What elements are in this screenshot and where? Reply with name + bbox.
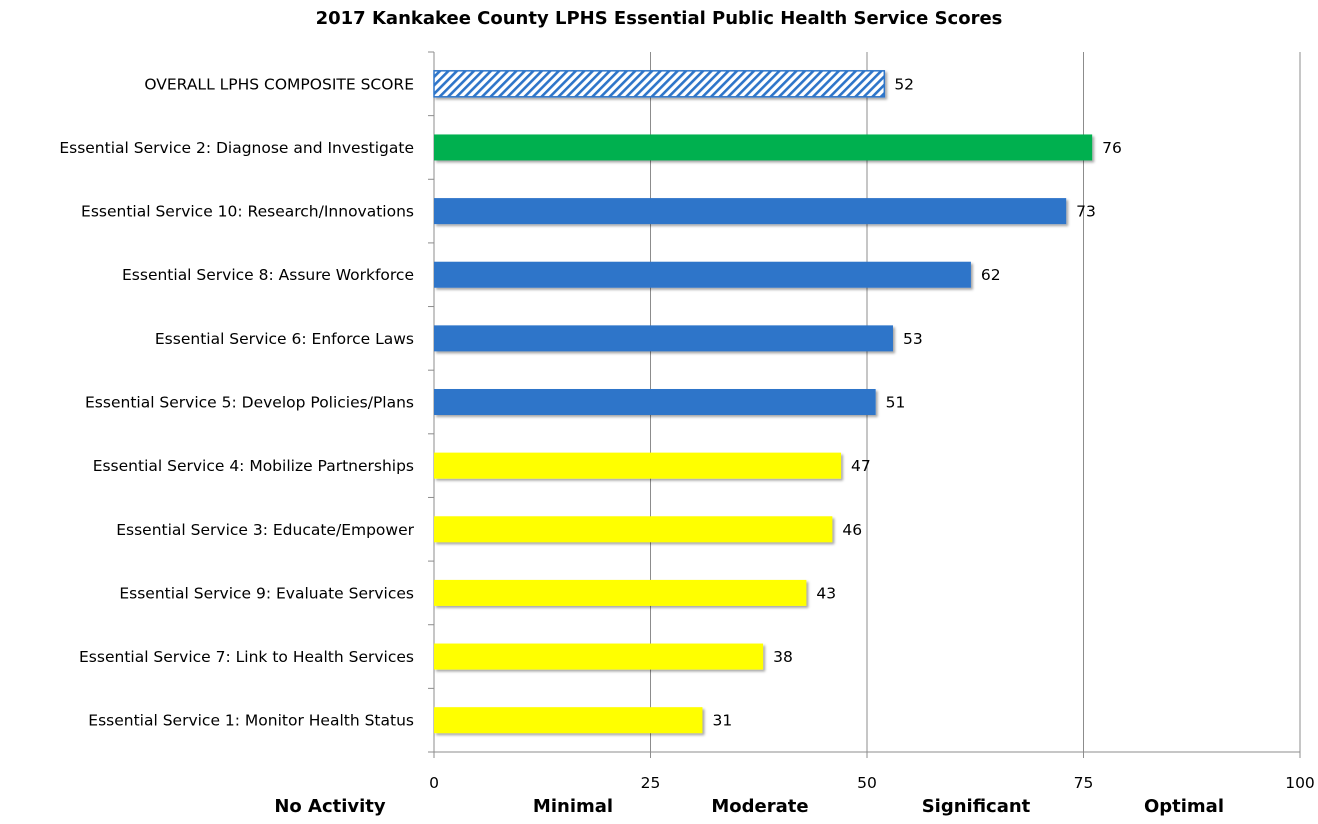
value-label: 51 bbox=[886, 394, 906, 412]
bar bbox=[434, 325, 893, 352]
x-tick-label: 25 bbox=[641, 774, 661, 792]
category-label: Essential Service 8: Assure Workforce bbox=[122, 266, 414, 284]
value-label: 38 bbox=[773, 648, 793, 666]
category-labels: OVERALL LPHS COMPOSITE SCORE Essential Se… bbox=[59, 75, 414, 729]
bar bbox=[434, 643, 764, 670]
bar bbox=[434, 198, 1067, 225]
category-label: Essential Service 4: Mobilize Partnershi… bbox=[93, 457, 414, 475]
band-label: Moderate bbox=[711, 796, 808, 817]
band-labels: No Activity Minimal Moderate Significant Opt… bbox=[274, 796, 1224, 817]
bar bbox=[433, 70, 886, 98]
band-label: Significant bbox=[922, 796, 1031, 817]
value-label: 43 bbox=[816, 584, 836, 602]
bar bbox=[434, 579, 807, 606]
chart-title: 2017 Kankakee County LPHS Essential Publ… bbox=[316, 8, 1003, 29]
value-label: 76 bbox=[1102, 139, 1122, 157]
band-label: Minimal bbox=[533, 796, 613, 817]
category-label: Essential Service 1: Monitor Health Stat… bbox=[88, 712, 414, 730]
x-tick-label: 50 bbox=[857, 774, 877, 792]
value-label: 46 bbox=[842, 521, 862, 539]
x-tick-labels: 0 25 50 75 100 bbox=[429, 774, 1315, 792]
category-label: Essential Service 7: Link to Health Serv… bbox=[79, 648, 414, 666]
category-label: Essential Service 3: Educate/Empower bbox=[116, 521, 414, 539]
category-label: Essential Service 10: Research/Innovatio… bbox=[81, 203, 414, 221]
bar bbox=[434, 452, 842, 479]
band-label: Optimal bbox=[1144, 796, 1224, 817]
bars bbox=[433, 70, 1093, 734]
x-tick-label: 100 bbox=[1285, 774, 1315, 792]
bar bbox=[434, 389, 876, 415]
x-tick-label: 0 bbox=[429, 774, 439, 792]
value-labels: 52 76 73 62 53 51 47 46 43 38 31 bbox=[712, 75, 1121, 729]
grid-lines bbox=[428, 51, 1301, 758]
bar bbox=[434, 707, 703, 734]
category-label: Essential Service 9: Evaluate Services bbox=[119, 584, 414, 602]
value-label: 31 bbox=[712, 712, 732, 730]
value-label: 62 bbox=[981, 266, 1001, 284]
category-label: Essential Service 2: Diagnose and Invest… bbox=[59, 139, 414, 157]
value-label: 47 bbox=[851, 457, 871, 475]
category-label: OVERALL LPHS COMPOSITE SCORE bbox=[144, 75, 414, 93]
bar bbox=[434, 516, 833, 543]
value-label: 52 bbox=[894, 75, 914, 93]
value-label: 53 bbox=[903, 330, 923, 348]
category-label: Essential Service 5: Develop Policies/Pl… bbox=[85, 394, 414, 412]
bar bbox=[434, 261, 971, 288]
value-label: 73 bbox=[1076, 203, 1096, 221]
category-label: Essential Service 6: Enforce Laws bbox=[155, 330, 414, 348]
band-label: No Activity bbox=[274, 796, 386, 817]
x-tick-label: 75 bbox=[1074, 774, 1094, 792]
bar bbox=[434, 134, 1093, 161]
